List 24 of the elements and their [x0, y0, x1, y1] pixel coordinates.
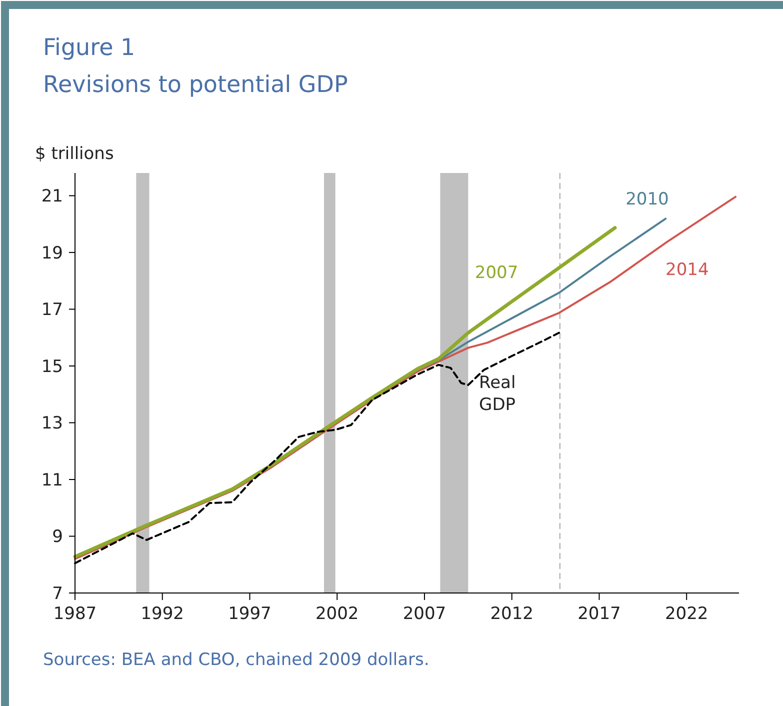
- y-tick-label: 13: [41, 414, 63, 434]
- y-tick-label: 11: [41, 470, 63, 490]
- y-tick-label: 19: [41, 243, 63, 264]
- source-note: Sources: BEA and CBO, chained 2009 dollars.: [43, 650, 430, 670]
- x-tick-label: 2017: [578, 604, 621, 624]
- y-tick-label: 15: [41, 356, 63, 377]
- x-tick-label: 1997: [228, 604, 272, 624]
- x-tick-label: 2007: [402, 604, 446, 624]
- x-tick-label: 1987: [53, 604, 97, 624]
- x-tick-label: 2002: [315, 604, 359, 624]
- y-axis-title: $ trillions: [35, 144, 114, 164]
- series-label: 2014: [666, 260, 709, 280]
- y-tick-label: 21: [41, 186, 63, 207]
- x-tick-label: 2022: [664, 604, 708, 624]
- y-tick-label: 7: [52, 584, 63, 604]
- y-tick-label: 17: [41, 300, 63, 320]
- series-label: 2007: [474, 262, 518, 283]
- y-tick-label: 9: [52, 527, 63, 548]
- x-tick-label: 1992: [140, 604, 184, 624]
- chart-title: Figure 1: [43, 35, 136, 61]
- chart-subtitle: Revisions to potential GDP: [43, 72, 348, 98]
- series-label: Real GDP: [479, 372, 516, 415]
- x-tick-label: 2012: [490, 604, 534, 624]
- series-label: 2010: [626, 190, 669, 210]
